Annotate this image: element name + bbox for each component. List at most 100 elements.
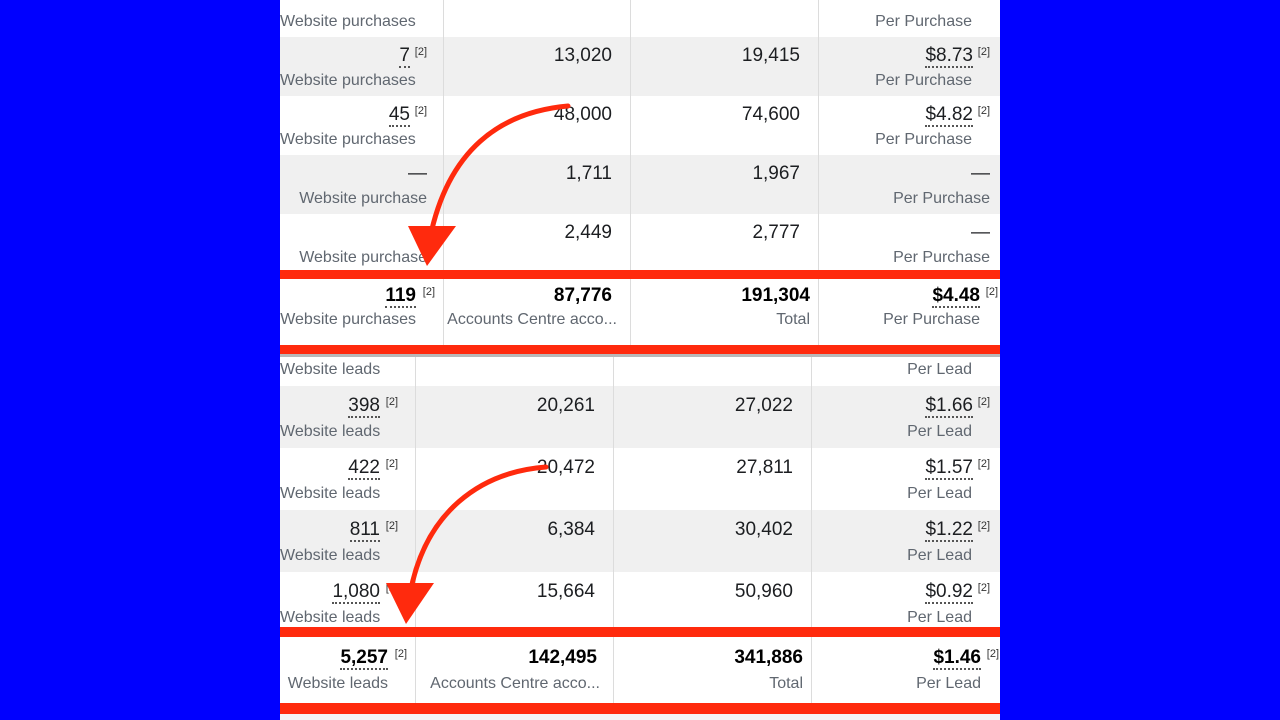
reference-marker: [2] bbox=[977, 46, 990, 58]
results-table-panel: Website purchases Per Purchase 7 [2] Web… bbox=[280, 0, 1000, 720]
reference-marker: [2] bbox=[414, 105, 427, 117]
result-type-label: Website leads bbox=[280, 547, 381, 564]
table-row-partial: Website leads Per Lead bbox=[280, 357, 1000, 386]
reference-marker: [2] bbox=[394, 648, 407, 660]
impressions-value: 74,600 bbox=[741, 104, 800, 125]
reach-value: 15,664 bbox=[536, 581, 595, 602]
total-reach-value: 142,495 bbox=[528, 647, 597, 668]
reference-marker: [2] bbox=[385, 458, 398, 470]
impressions-value: 19,415 bbox=[741, 45, 800, 66]
impressions-type-label: Total bbox=[776, 311, 810, 328]
table-row-partial bbox=[280, 714, 1000, 720]
impressions-value: 2,777 bbox=[752, 222, 800, 243]
total-results-value[interactable]: 119 bbox=[385, 285, 416, 308]
impressions-value: 27,022 bbox=[734, 395, 793, 416]
result-type-label: Website purchases bbox=[280, 131, 416, 148]
cost-type-label: Per Lead bbox=[907, 485, 972, 502]
results-value[interactable]: 7 bbox=[399, 45, 410, 68]
reach-value: 1,711 bbox=[565, 163, 612, 184]
results-value[interactable]: 422 bbox=[348, 457, 380, 480]
result-type-label: Website purchases bbox=[280, 72, 416, 89]
reference-marker: [2] bbox=[977, 520, 990, 532]
table-row[interactable]: — Website purchase 1,711 1,967 — Per Pur… bbox=[280, 155, 1000, 214]
table-row[interactable]: 7 [2] Website purchases 13,020 19,415 $8… bbox=[280, 37, 1000, 96]
total-results-value[interactable]: 5,257 bbox=[340, 647, 388, 670]
results-value[interactable]: 1,080 bbox=[332, 581, 380, 604]
reference-marker: [2] bbox=[977, 396, 990, 408]
result-type-label: Website purchases bbox=[280, 13, 416, 30]
results-value: — bbox=[408, 163, 427, 184]
cost-type-label: Per Lead bbox=[907, 361, 972, 378]
total-cost-per-result-value[interactable]: $1.46 bbox=[933, 647, 981, 670]
reference-marker: [2] bbox=[385, 582, 398, 594]
cost-per-result-value[interactable]: $1.22 bbox=[925, 519, 973, 542]
cost-type-label: Per Purchase bbox=[875, 13, 972, 30]
cost-type-label: Per Lead bbox=[916, 675, 981, 692]
total-impressions-value: 191,304 bbox=[741, 285, 810, 306]
total-cost-per-result-value[interactable]: $4.48 bbox=[932, 285, 980, 308]
cost-per-result-value[interactable]: $4.82 bbox=[925, 104, 973, 127]
highlight-bar bbox=[280, 270, 1000, 279]
cost-type-label: Per Purchase bbox=[875, 72, 972, 89]
highlight-bar bbox=[280, 627, 1000, 637]
cost-type-label: Per Lead bbox=[907, 547, 972, 564]
reference-marker: [2] bbox=[986, 648, 999, 660]
reference-marker: [2] bbox=[414, 46, 427, 58]
section-divider bbox=[280, 354, 1000, 357]
reach-value: 2,449 bbox=[564, 222, 612, 243]
result-type-label: Website purchases bbox=[280, 311, 416, 328]
reach-value: 13,020 bbox=[553, 45, 612, 66]
cost-per-result-value[interactable]: $1.57 bbox=[925, 457, 973, 480]
table-row[interactable]: 398 [2] Website leads 20,261 27,022 $1.6… bbox=[280, 386, 1000, 448]
table-row-partial: Website purchases Per Purchase bbox=[280, 0, 1000, 37]
cost-per-result-value: — bbox=[971, 163, 990, 184]
reference-marker: [2] bbox=[977, 105, 990, 117]
cost-per-result-value[interactable]: $0.92 bbox=[925, 581, 973, 604]
reference-marker: [2] bbox=[985, 286, 998, 298]
table-total-row[interactable]: 5,257 [2] Website leads 142,495 Accounts… bbox=[280, 637, 1000, 703]
reference-marker: [2] bbox=[385, 396, 398, 408]
impressions-type-label: Total bbox=[769, 675, 803, 692]
highlight-bar bbox=[280, 703, 1000, 714]
results-value[interactable]: 45 bbox=[388, 104, 410, 127]
cost-type-label: Per Purchase bbox=[893, 249, 990, 266]
result-type-label: Website leads bbox=[280, 361, 381, 378]
cost-type-label: Per Lead bbox=[907, 609, 972, 626]
results-value[interactable]: 398 bbox=[348, 395, 380, 418]
result-type-label: Website leads bbox=[280, 423, 381, 440]
table-row[interactable]: Website purchase 2,449 2,777 — Per Purch… bbox=[280, 214, 1000, 270]
reach-value: 20,472 bbox=[536, 457, 595, 478]
cost-type-label: Per Purchase bbox=[883, 311, 980, 328]
result-type-label: Website purchase bbox=[299, 249, 427, 266]
cost-per-result-value: — bbox=[971, 222, 990, 243]
reach-type-label: Accounts Centre acco... bbox=[430, 675, 600, 692]
impressions-value: 1,967 bbox=[752, 163, 800, 184]
table-row[interactable]: 811 [2] Website leads 6,384 30,402 $1.22… bbox=[280, 510, 1000, 572]
result-type-label: Website purchase bbox=[299, 190, 427, 207]
result-type-label: Website leads bbox=[280, 485, 381, 502]
cost-per-result-value[interactable]: $1.66 bbox=[925, 395, 973, 418]
cost-per-result-value[interactable]: $8.73 bbox=[925, 45, 973, 68]
reach-value: 20,261 bbox=[536, 395, 595, 416]
table-row[interactable]: 422 [2] Website leads 20,472 27,811 $1.5… bbox=[280, 448, 1000, 510]
cost-type-label: Per Purchase bbox=[893, 190, 990, 207]
total-reach-value: 87,776 bbox=[553, 285, 612, 306]
reference-marker: [2] bbox=[385, 520, 398, 532]
result-type-label: Website leads bbox=[287, 675, 388, 692]
cost-type-label: Per Lead bbox=[907, 423, 972, 440]
reach-value: 6,384 bbox=[547, 519, 595, 540]
impressions-value: 27,811 bbox=[736, 457, 793, 478]
highlight-bar bbox=[280, 345, 1000, 354]
reach-value: 48,000 bbox=[553, 104, 612, 125]
table-total-row[interactable]: 119 [2] Website purchases 87,776 Account… bbox=[280, 279, 1000, 345]
impressions-value: 50,960 bbox=[734, 581, 793, 602]
reference-marker: [2] bbox=[977, 582, 990, 594]
reference-marker: [2] bbox=[977, 458, 990, 470]
table-row[interactable]: 1,080 [2] Website leads 15,664 50,960 $0… bbox=[280, 572, 1000, 627]
total-impressions-value: 341,886 bbox=[734, 647, 803, 668]
impressions-value: 30,402 bbox=[734, 519, 793, 540]
cost-type-label: Per Purchase bbox=[875, 131, 972, 148]
table-row[interactable]: 45 [2] Website purchases 48,000 74,600 $… bbox=[280, 96, 1000, 155]
results-value[interactable]: 811 bbox=[349, 519, 380, 542]
result-type-label: Website leads bbox=[280, 609, 381, 626]
